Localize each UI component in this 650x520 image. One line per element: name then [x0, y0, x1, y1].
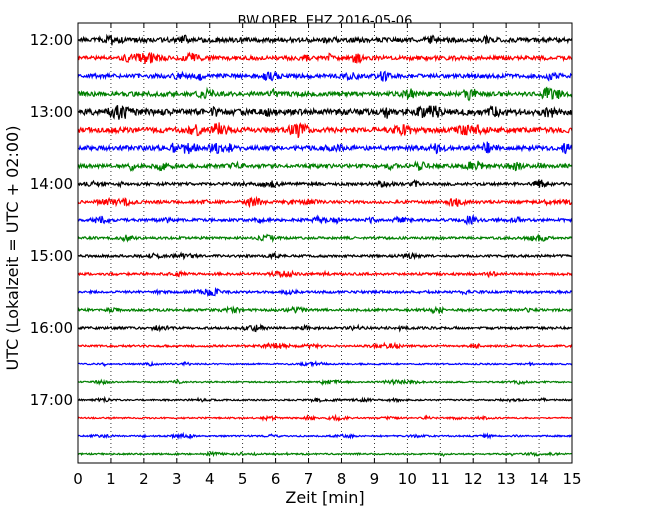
y-axis: 12:00 13:00 14:00 15:00 16:00 17:00: [30, 31, 572, 409]
plot-background: [78, 23, 572, 463]
x-tick-label: 14: [530, 470, 549, 488]
x-tick-label: 0: [73, 470, 83, 488]
trace-1400: [77, 178, 573, 189]
trace-1630: [78, 359, 573, 368]
x-tick-label: 7: [304, 470, 314, 488]
x-tick-label: 12: [464, 470, 483, 488]
x-tick-label: 10: [398, 470, 417, 488]
y-tick-label: 13:00: [30, 103, 73, 121]
grid-lines: [110, 23, 540, 463]
x-axis-label: Zeit [min]: [285, 488, 364, 507]
x-tick-label: 15: [562, 470, 581, 488]
x-tick-label: 6: [271, 470, 281, 488]
trace-1230: [77, 70, 573, 82]
trace-1200: [77, 33, 573, 46]
trace-1600: [77, 323, 573, 333]
trace-1245: [77, 86, 573, 102]
y-tick-label: 12:00: [30, 31, 73, 49]
y-axis-label: UTC (Lokalzeit = UTC + 02:00): [3, 126, 22, 371]
x-tick-label: 3: [172, 470, 182, 488]
trace-1300: [77, 104, 573, 120]
trace-1745: [77, 450, 573, 458]
y-tick-label: 14:00: [30, 175, 73, 193]
y-tick-label: 15:00: [30, 247, 73, 265]
trace-1545: [77, 305, 573, 315]
x-tick-label: 4: [205, 470, 215, 488]
x-tick-label: 2: [139, 470, 149, 488]
x-tick-label: 11: [431, 470, 450, 488]
trace-1445: [77, 233, 573, 244]
trace-1415: [77, 195, 573, 209]
trace-1315: [77, 121, 573, 138]
trace-1730: [77, 431, 573, 440]
trace-1500: [77, 251, 573, 261]
trace-1515: [77, 269, 573, 279]
trace-group: [77, 33, 573, 458]
y-tick-label: 16:00: [30, 319, 73, 337]
trace-1700: [77, 395, 573, 404]
plot-frame: [77, 22, 573, 464]
x-tick-label: 5: [238, 470, 248, 488]
x-tick-label: 9: [370, 470, 380, 488]
trace-1345: [77, 160, 573, 172]
trace-1330: [77, 141, 573, 155]
trace-1430: [77, 213, 573, 226]
x-tick-label: 13: [497, 470, 516, 488]
x-axis: 0 1 2 3 4 5 6 7 8 9 10 11 12 13 14 15: [73, 23, 582, 488]
trace-1645: [77, 378, 573, 387]
y-tick-label: 17:00: [30, 391, 73, 409]
trace-1215: [77, 51, 573, 65]
trace-1715: [77, 413, 573, 423]
trace-1530: [77, 287, 573, 297]
trace-1615: [77, 341, 573, 351]
x-tick-label: 1: [106, 470, 116, 488]
x-tick-label: 8: [337, 470, 347, 488]
